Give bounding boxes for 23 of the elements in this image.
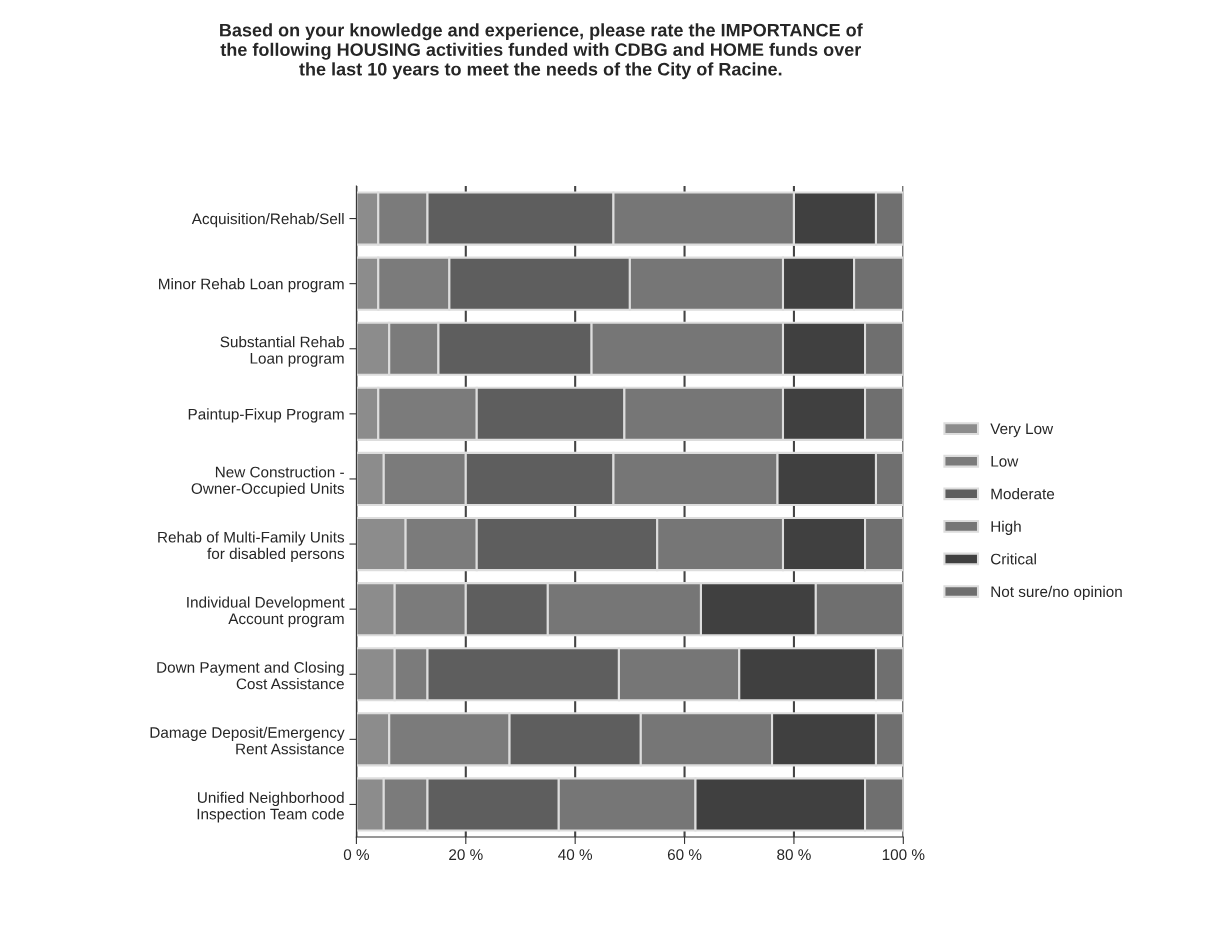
legend-label: Low — [991, 456, 1019, 467]
legend-label: Not sure/no opinion — [991, 585, 1122, 601]
y-tick-label: Unified Neighborhood Inspection Team code — [197, 791, 344, 823]
x-tick-label: 100 % — [882, 849, 925, 861]
x-tick-label: 40 % — [558, 849, 593, 861]
y-tick-label: Minor Rehab Loan program — [159, 278, 344, 293]
y-tick-label: Acquisition/Rehab/Sell — [191, 213, 344, 228]
legend-label: Critical — [991, 553, 1036, 565]
x-tick-label: 20 % — [449, 849, 483, 861]
chart-title: Based on your knowledge and experience, please rate the IMPORTANCE of the following HOUSING activities funded with CDBG and HOME funds over the last 10 years to meet the needs of the City of Racine. — [220, 23, 863, 80]
y-tick-label: Paintup-Fixup Program — [188, 408, 344, 423]
y-tick-label: Damage Deposit/Emergency Rent Assistance — [150, 726, 345, 755]
y-tick-label: Individual Development Account program — [187, 596, 345, 628]
y-tick-label: Rehab of Multi-Family Units for disabled persons — [158, 531, 345, 563]
x-tick-label: 0 % — [343, 849, 370, 861]
legend-label: Moderate — [991, 488, 1055, 500]
y-tick-label: New Construction - Owner-Occupied Units — [191, 466, 345, 497]
y-tick-label: Substantial Rehab Loan program — [220, 336, 344, 367]
y-tick-label: Down Payment and Closing Cost Assistance — [157, 661, 344, 690]
x-tick-label: 60 % — [667, 849, 702, 861]
legend-label: Very Low — [990, 423, 1054, 438]
legend-label: High — [991, 520, 1021, 535]
x-tick-label: 80 % — [777, 849, 811, 861]
